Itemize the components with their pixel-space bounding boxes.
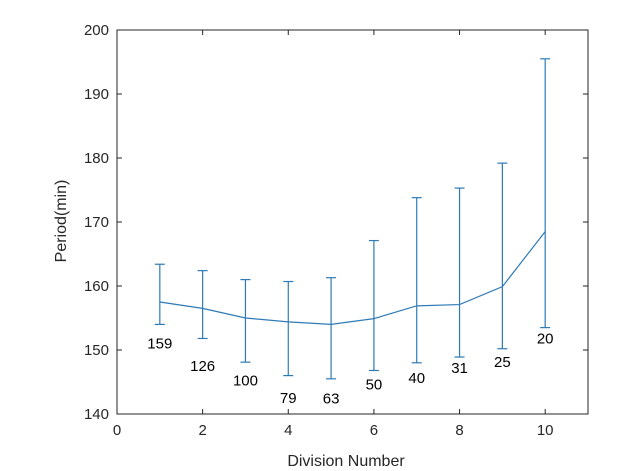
y-tick-label: 200 (84, 22, 109, 39)
x-tick-label: 10 (537, 422, 554, 439)
y-tick-label: 150 (84, 342, 109, 359)
y-tick-label: 180 (84, 150, 109, 167)
data-label: 126 (190, 358, 215, 375)
x-tick-label: 0 (113, 422, 121, 439)
x-tick-label: 8 (455, 422, 463, 439)
y-tick-label: 170 (84, 214, 109, 231)
y-tick-label: 190 (84, 86, 109, 103)
data-label: 63 (323, 391, 340, 408)
y-tick-label: 140 (84, 406, 109, 423)
data-label: 40 (408, 370, 425, 387)
y-axis-title: Period(min) (53, 180, 70, 263)
data-label: 31 (451, 360, 468, 377)
x-axis-title: Division Number (287, 453, 405, 470)
data-label: 20 (537, 330, 554, 347)
x-tick-label: 2 (198, 422, 206, 439)
data-label: 100 (233, 373, 258, 390)
data-label: 25 (494, 354, 511, 371)
x-tick-label: 4 (284, 422, 292, 439)
series-line (159, 231, 546, 326)
plot-frame (116, 29, 589, 415)
y-tick-label: 160 (84, 278, 109, 295)
data-label: 79 (280, 390, 297, 407)
x-tick-label: 6 (370, 422, 378, 439)
data-label: 50 (366, 377, 383, 394)
data-label: 159 (147, 336, 172, 353)
